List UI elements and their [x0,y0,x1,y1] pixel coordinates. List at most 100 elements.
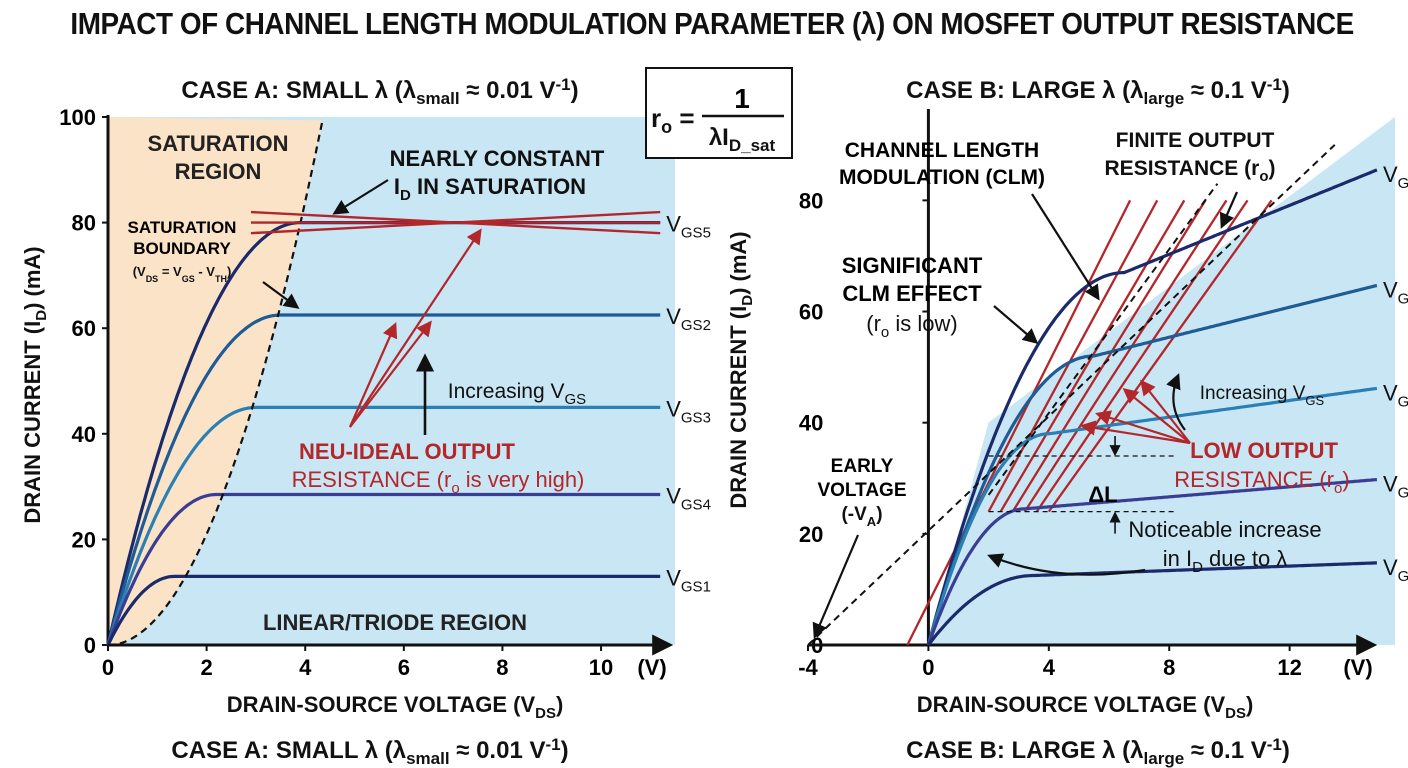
x-tick-label: 0 [922,655,934,680]
series-label-VGS4: VGS4 [666,484,711,514]
delta-l-label: ΔL [1088,482,1117,507]
y-tick-label: 20 [799,522,823,547]
sat-boundary-arrow [262,281,300,309]
y-tick-label: 60 [72,316,96,341]
finite-resistance-arrow [1219,191,1239,229]
low-output-label: LOW OUTPUT [1190,438,1338,463]
curve-VGS3 [926,386,1378,646]
early-voltage-label: EARLY VOLTAGE [817,456,906,501]
curve-VGS2 [926,283,1378,646]
case-b-caption: CASE B: LARGE λ (λlarge ≈ 0.1 V-1) [906,735,1290,768]
extrapolation-line [987,183,1219,496]
saturation-boundary-line [107,120,324,647]
x-tick-label: 4 [299,655,312,680]
x-tick-label: 8 [496,655,508,680]
x-tick-label: 6 [398,655,410,680]
curve-VGS1 [106,574,661,646]
x-tick-label: 12 [1277,655,1301,680]
series-label-VGS2: VGS2 [666,304,711,334]
curve-VGS2b [926,478,1378,646]
sat-boundary-label: SATURATION BOUNDARY [128,218,237,258]
low-output-label-2: RESISTANCE (ro) [1174,467,1349,497]
series-label-VGS3: VGS3 [1383,380,1408,410]
red-slope-line [987,199,1159,513]
y-tick-label: 100 [59,105,96,130]
x-tick-label: 2 [200,655,212,680]
non-ideal-label: NEU-IDEAL OUTPUT [299,439,515,464]
red-annotation-arrow [349,320,432,428]
y-tick-label: 20 [72,527,96,552]
x-unit-label: (V) [637,655,666,680]
x-tick-label: 0 [102,655,114,680]
y-tick-label: 80 [799,188,823,213]
series-label-VGS1: VGS1 [1383,555,1408,585]
curve-VGS5 [926,168,1378,646]
y-tick-label: 40 [72,422,96,447]
case-b-title: CASE B: LARGE λ (λlarge ≈ 0.1 V-1) [906,75,1290,108]
case-b-y-label: DRAIN CURRENT (ID) (mA) [726,231,756,508]
case-b-x-label: DRAIN-SOURCE VOLTAGE (VDS) [917,692,1254,722]
significant-clm-arrow [993,305,1039,345]
x-unit-label: (V) [1343,655,1372,680]
finite-resistance-label: FINITE OUTPUT [1116,129,1275,152]
y-tick-label: 40 [799,411,823,436]
y-tick-label: 0 [84,633,96,658]
curve-VGS4 [106,492,661,646]
noticeable-increase-label-2: in ID due to λ [1163,546,1288,576]
x-tick-label: 10 [589,655,613,680]
formula-denominator: λID_sat [709,124,776,155]
case-b-chart: 020406080-404812(V)VGS5VGS2VGS3VGS2VGS1C… [726,75,1408,768]
clm-label: CHANNEL LENGTH MODULATION (CLM) [839,139,1045,189]
saturation-region-fill [108,117,323,645]
series-label-VGS1: VGS1 [666,565,711,595]
finite-resistance-label-2: RESISTANCE (ro) [1105,157,1276,185]
increasing-vgs-arrow-b [1166,373,1186,431]
series-label-VGS5: VGS5 [1383,162,1408,192]
curve-VGS3 [106,405,661,646]
case-a-chart: 0 20 40 60 80 100 0 2 4 6 8 10 (V) VGS5 VGS2 VGS3 VGS4 VG… [20,75,711,768]
increasing-vgs-label: Increasing VGS [448,380,586,408]
red-annotation-arrow [1079,420,1191,445]
x-tick-label: 4 [1043,655,1056,680]
early-voltage-line [807,144,1336,646]
nearly-constant-label: NEARLY CONSTANT [390,146,605,171]
significant-clm-label-2: (ro is low) [866,311,957,341]
x-tick-label: 8 [1163,655,1175,680]
y-tick-label: 60 [799,300,823,325]
red-annotation-arrow [349,228,482,428]
increasing-vgs-label-b: Increasing VGS [1200,383,1325,408]
formula-frame [645,67,793,159]
x-tick-label: -4 [798,655,818,680]
red-annotation-arrow [348,322,398,428]
series-label-VGS3: VGS3 [666,396,711,426]
case-a-title: CASE A: SMALL λ (λsmall ≈ 0.01 V-1) [181,75,578,108]
formula-numerator: 1 [734,83,750,114]
series-label-VGS2: VGS2 [1383,277,1408,307]
formula-lhs: ro = [651,103,695,137]
saturation-region-label: SATURATION REGION [148,131,289,184]
curve-VGS2 [106,313,661,646]
early-voltage-label-2: (-VA) [841,504,882,529]
sat-boundary-formula: (VDS = VGS - VTH) [133,264,232,284]
case-a-x-label: DRAIN-SOURCE VOLTAGE (VDS) [227,692,564,722]
case-a-y-label: DRAIN CURRENT (ID) (mA) [20,246,50,523]
red-slope-line [1023,199,1228,513]
red-slope-line [1035,199,1249,513]
red-slope-line [1047,199,1273,513]
formula-box: ro = 1 λID_sat [645,67,793,159]
significant-clm-label: SIGNIFICANT CLM EFFECT [842,253,983,306]
noticeable-increase-label: Noticeable increase [1128,517,1321,542]
red-annotation-arrow [1095,410,1191,445]
page-title: IMPACT OF CHANNEL LENGTH MODULATION PARA… [70,6,1354,41]
series-label-VGS2b: VGS2 [1383,472,1408,502]
clm-arrow [1031,193,1100,301]
case-a-caption: CASE A: SMALL λ (λsmall ≈ 0.01 V-1) [171,735,568,768]
curve-VGS1 [927,561,1377,646]
linear-region-label: LINEAR/TRIODE REGION [263,610,527,635]
red-annotation-arrow [1140,379,1191,444]
early-voltage-arrow [812,534,860,639]
nearly-constant-label-2: ID IN SATURATION [394,174,586,204]
red-annotation-arrow [1122,388,1191,444]
